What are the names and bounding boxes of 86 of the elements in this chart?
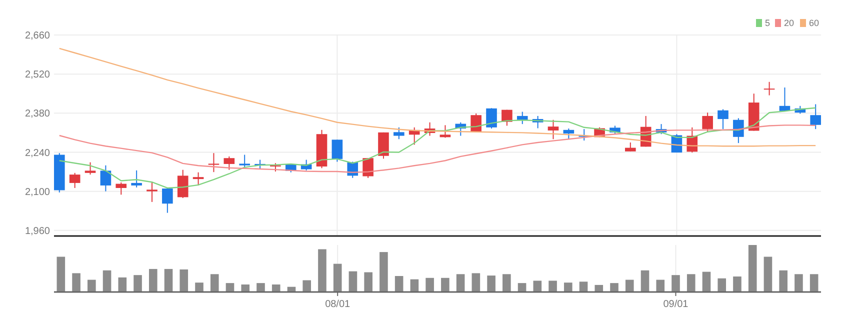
bar [348,271,358,292]
bar [456,274,465,292]
bar [118,277,127,292]
candlestick [208,152,220,173]
candlestick [192,172,204,186]
bar [164,268,173,292]
candlestick [224,156,235,170]
bar [394,276,404,292]
bar [302,280,311,292]
bar [794,274,803,292]
bar [487,276,496,292]
y-tick-label: 2,660 [24,30,50,42]
bar [518,283,526,292]
candlestick [486,108,497,130]
bar [318,249,326,292]
candlestick [131,170,142,188]
bar [102,270,112,292]
bar [56,256,66,292]
candlestick [764,81,775,96]
bar [718,278,726,292]
candlestick [162,187,173,214]
bar [472,273,480,292]
bar [548,280,557,292]
candlestick [394,126,404,140]
bar [656,280,665,292]
candlestick [718,108,728,130]
x-tick-label: 08/01 [325,299,351,310]
bar [672,275,680,292]
bar [502,274,511,292]
bar [441,278,450,292]
y-tick-label: 2,240 [24,148,50,159]
candlestick [563,128,574,140]
candlestick [116,182,127,196]
bar [241,284,250,292]
candlestick [516,111,528,125]
bar [748,245,757,292]
candlestick [810,104,821,130]
bar [88,280,96,292]
candlestick [548,119,559,140]
legend-label: 20 [784,18,794,28]
y-tick-label: 2,380 [24,108,50,120]
bar [625,280,634,292]
candlestick [84,162,96,176]
bar [702,272,711,292]
candlestick [177,169,188,199]
bar [594,284,604,292]
bar [579,282,588,292]
bar [226,283,234,292]
candlestick [146,182,158,202]
y-tick-label: 2,520 [24,70,50,81]
bar [180,269,188,292]
bar [256,283,265,292]
x-tick-label: 09/01 [663,299,689,310]
bar [410,279,419,292]
bar [779,270,788,292]
candlestick [733,118,744,144]
bar [272,284,280,292]
candlestick [69,172,80,188]
bar [640,270,650,292]
bar [210,274,219,292]
legend-label: 60 [809,18,820,28]
bar [810,274,818,292]
bar [686,274,696,292]
bar [764,256,772,292]
candlestick [702,112,713,133]
bar [364,272,372,292]
candlestick [239,154,250,168]
bar [610,283,618,292]
candlestick [332,139,343,162]
legend-label: 5 [765,18,770,28]
bar [333,264,342,292]
bar [426,278,434,292]
y-tick-label: 1,960 [24,226,50,237]
candlestick [440,124,451,138]
candlestick [100,164,112,192]
bar [733,276,742,292]
bar [148,268,158,292]
candlestick [502,109,512,126]
y-tick-label: 2,100 [24,186,50,198]
bar [533,280,542,292]
bar [134,275,142,292]
bar [72,273,80,292]
candlestick [378,132,389,160]
bar [380,252,388,292]
bar [195,282,204,292]
bar [564,282,572,292]
